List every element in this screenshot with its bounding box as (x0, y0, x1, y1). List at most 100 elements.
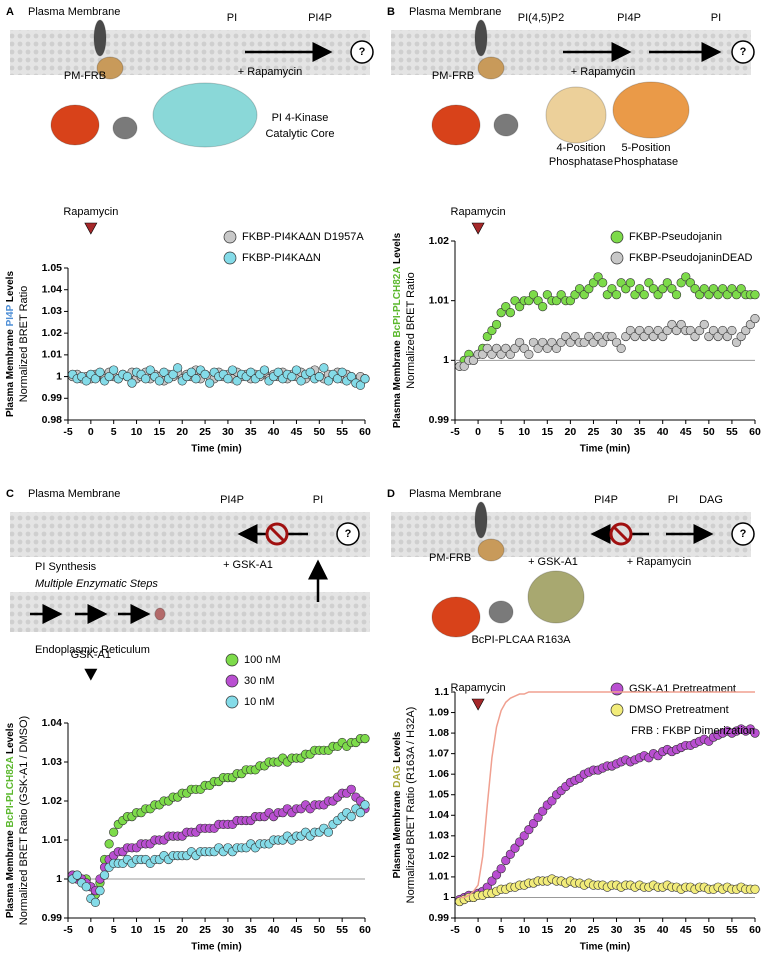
x-tick-label: 20 (565, 924, 577, 936)
x-tick-label: -5 (63, 426, 72, 438)
x-axis-label: Time (min) (191, 444, 241, 455)
y-axis-label-part: Levels (5, 271, 16, 305)
schematic: A Plasma Membrane PI PI4P PM-FRB + Rapamycin P… (6, 6, 374, 148)
x-tick-label: 35 (634, 924, 646, 936)
x-tick-label: 35 (634, 426, 646, 438)
schematic-label: PI(4,5)P2 (518, 12, 564, 24)
legend-label: DMSO Pretreatment (629, 704, 729, 716)
x-tick-label: 10 (131, 426, 143, 438)
x-tick-label: 15 (154, 924, 166, 936)
x-tick-label: 0 (475, 426, 481, 438)
y-tick-label: 1.01 (429, 294, 450, 306)
data-point (287, 371, 297, 382)
panel-label: C (6, 488, 14, 500)
x-tick-label: 40 (657, 426, 669, 438)
y-tick-label: 0.99 (42, 912, 63, 924)
protein (545, 86, 607, 144)
schematic-label: + Rapamycin (571, 66, 636, 78)
x-tick-label: 35 (245, 924, 257, 936)
data-point (296, 376, 306, 386)
data-point (337, 367, 347, 377)
y-tick-label: 1.02 (429, 850, 450, 862)
y-tick-label: 1.05 (42, 262, 63, 274)
x-tick-label: -5 (63, 924, 72, 936)
data-point (200, 369, 210, 380)
y-axis-label-part: BcPI-PLCH82A (392, 267, 403, 338)
x-tick-label: 5 (498, 924, 504, 936)
data-point (491, 870, 502, 880)
y-axis-label-part: BcPI-PLCH82A (5, 757, 16, 828)
legend-marker (223, 230, 237, 244)
protein (96, 56, 124, 80)
data-point (205, 378, 215, 388)
schematic-label: PI (711, 12, 721, 24)
data-point (505, 849, 515, 859)
data-point (750, 884, 760, 894)
question-circle (731, 40, 755, 64)
data-point (496, 864, 506, 874)
annotation: Rapamycin (63, 206, 118, 218)
data-point (538, 302, 548, 312)
x-tick-label: 10 (518, 426, 530, 438)
y-axis-label: Plasma Membrane BcPI-PLCH82A Levels (5, 722, 16, 918)
schematic-label: Multiple Enzymatic Steps (35, 578, 158, 590)
x-tick-label: 45 (291, 426, 303, 438)
protein (474, 501, 488, 539)
data-point (346, 371, 356, 382)
x-tick-label: 25 (588, 924, 600, 936)
data-point (319, 363, 329, 373)
x-tick-label: 30 (222, 426, 234, 438)
question-circle (731, 522, 755, 546)
legend-label: GSK-A1 Pretreatment (629, 683, 736, 695)
x-tick-label: 50 (313, 426, 325, 438)
y-tick-label: 1.02 (42, 327, 63, 339)
schematic-label: ? (740, 46, 747, 58)
data-point (145, 365, 155, 375)
data-point (360, 800, 370, 810)
x-tick-label: 55 (336, 924, 348, 936)
legend-marker (610, 230, 624, 244)
panel-label: D (387, 488, 395, 500)
legend-marker (225, 653, 239, 667)
protein (152, 82, 258, 148)
protein (477, 538, 505, 562)
x-axis-label: Time (min) (191, 942, 241, 953)
annotation: GSK-A1 (71, 649, 111, 661)
x-tick-label: 5 (111, 426, 117, 438)
x-axis-label: Time (min) (580, 942, 630, 953)
legend-label: FRB : FKBP Dimerization (631, 725, 755, 737)
x-tick-label: 60 (749, 426, 761, 438)
y-axis-label-2: Normalized BRET Ratio (R163A / H32A) (405, 707, 417, 904)
y-axis-label-part: Plasma Membrane (5, 326, 16, 417)
x-tick-label: 25 (199, 426, 211, 438)
x-tick-label: 25 (588, 426, 600, 438)
y-axis-label: Plasma Membrane PI4P Levels (5, 271, 16, 417)
x-tick-label: 60 (749, 924, 761, 936)
x-axis-label: Time (min) (580, 444, 630, 455)
legend-label: 30 nM (244, 675, 275, 687)
schematic-label: + GSK-A1 (223, 559, 273, 571)
schematic-label: PI (313, 494, 323, 506)
annotation: Rapamycin (451, 206, 506, 218)
data-point (750, 290, 760, 300)
y-tick-label: 0.99 (429, 912, 450, 924)
schematic-label: BcPI-PLCAA R163A (471, 634, 571, 646)
schematic-label: PI4P (220, 494, 244, 506)
x-tick-label: 30 (611, 924, 623, 936)
y-tick-label: 1 (56, 370, 62, 382)
data-point (232, 376, 242, 386)
x-tick-label: 55 (726, 426, 738, 438)
data-point (346, 811, 356, 822)
x-tick-label: 40 (657, 924, 669, 936)
y-axis-label-part: Plasma Membrane (392, 338, 403, 429)
y-tick-label: 0.99 (429, 414, 450, 426)
data-point (104, 839, 114, 849)
x-tick-label: 20 (565, 426, 577, 438)
data-point (510, 843, 520, 853)
x-tick-label: -5 (450, 426, 459, 438)
data-point (314, 371, 324, 382)
protein (154, 607, 166, 621)
x-tick-label: 0 (475, 924, 481, 936)
series-line (459, 691, 755, 899)
data-point (515, 837, 525, 847)
